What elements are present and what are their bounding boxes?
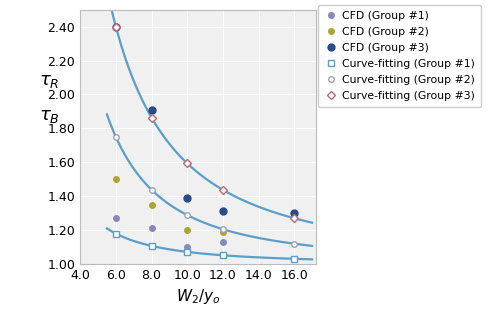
Curve-fitting (Group #1) bbox=[184, 250, 190, 254]
CFD (Group #1) bbox=[220, 240, 226, 244]
Curve-fitting (Group #3) bbox=[291, 216, 297, 220]
CFD (Group #2) bbox=[113, 177, 119, 181]
Curve-fitting (Group #3) bbox=[220, 188, 226, 192]
Curve-fitting (Group #3) bbox=[148, 116, 154, 119]
CFD (Group #2) bbox=[220, 230, 226, 234]
Curve-fitting (Group #3) bbox=[184, 161, 190, 165]
Line: CFD (Group #1): CFD (Group #1) bbox=[113, 215, 225, 250]
Curve-fitting (Group #2) bbox=[220, 227, 226, 231]
CFD (Group #2) bbox=[184, 228, 190, 232]
CFD (Group #1) bbox=[113, 216, 119, 220]
Text: $\tau_R$: $\tau_R$ bbox=[40, 72, 60, 90]
CFD (Group #3) bbox=[113, 25, 119, 29]
Line: CFD (Group #3): CFD (Group #3) bbox=[112, 23, 298, 217]
Curve-fitting (Group #3) bbox=[113, 25, 119, 29]
Line: Curve-fitting (Group #3): Curve-fitting (Group #3) bbox=[113, 24, 297, 221]
Curve-fitting (Group #1) bbox=[148, 244, 154, 248]
Text: $\tau_B$: $\tau_B$ bbox=[39, 108, 60, 126]
CFD (Group #3) bbox=[291, 211, 297, 215]
Curve-fitting (Group #2) bbox=[148, 188, 154, 192]
X-axis label: $W_2/y_o$: $W_2/y_o$ bbox=[176, 288, 220, 307]
CFD (Group #3) bbox=[148, 108, 154, 112]
CFD (Group #3) bbox=[220, 210, 226, 213]
Curve-fitting (Group #2) bbox=[113, 135, 119, 139]
CFD (Group #1) bbox=[148, 226, 154, 230]
Line: Curve-fitting (Group #2): Curve-fitting (Group #2) bbox=[113, 134, 297, 246]
CFD (Group #2) bbox=[148, 203, 154, 207]
Curve-fitting (Group #2) bbox=[291, 242, 297, 246]
CFD (Group #3) bbox=[184, 196, 190, 200]
CFD (Group #1) bbox=[184, 245, 190, 249]
Curve-fitting (Group #1) bbox=[113, 232, 119, 235]
Curve-fitting (Group #1) bbox=[291, 257, 297, 261]
Curve-fitting (Group #2) bbox=[184, 213, 190, 217]
Line: CFD (Group #2): CFD (Group #2) bbox=[113, 176, 225, 235]
Curve-fitting (Group #1) bbox=[220, 253, 226, 257]
Legend: CFD (Group #1), CFD (Group #2), CFD (Group #3), Curve-fitting (Group #1), Curve-: CFD (Group #1), CFD (Group #2), CFD (Gro… bbox=[318, 5, 481, 107]
Line: Curve-fitting (Group #1): Curve-fitting (Group #1) bbox=[113, 231, 297, 261]
